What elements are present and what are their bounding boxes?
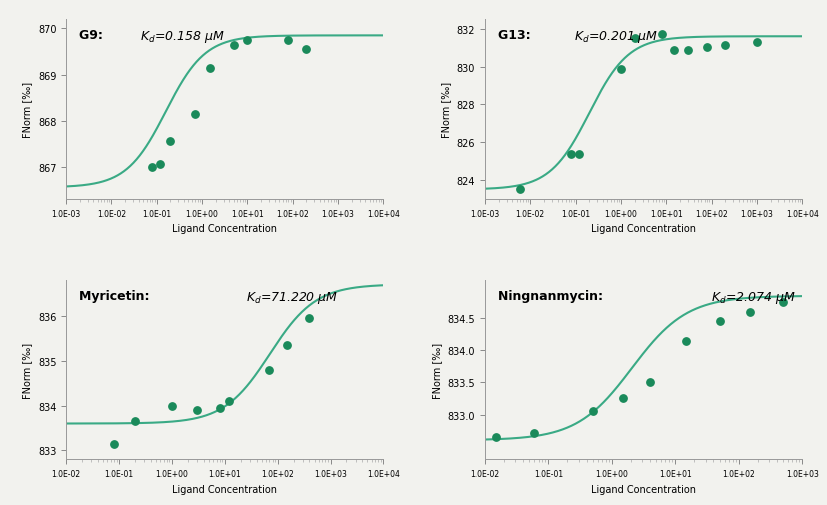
Point [750,39,763,47]
Point [108,440,121,448]
Point [490,433,503,441]
Y-axis label: FNorm [‰]: FNorm [‰] [432,342,442,398]
Point [300,46,313,54]
Y-axis label: FNorm [‰]: FNorm [‰] [22,82,32,138]
Text: G9:: G9: [79,29,108,42]
X-axis label: Ligand Concentration: Ligand Concentration [172,224,277,234]
Point [282,37,295,45]
Point [303,314,316,322]
Point [655,31,668,39]
Point [263,366,276,374]
Point [719,41,732,49]
Point [154,161,167,169]
Point [743,308,757,316]
Point [667,46,681,55]
Text: $K_\mathregular{d}$=0.158 $\mu$M: $K_\mathregular{d}$=0.158 $\mu$M [140,29,224,45]
Point [572,151,586,159]
Point [203,65,217,73]
Point [528,429,541,437]
Point [190,406,203,414]
Text: G13:: G13: [498,29,534,42]
Point [514,186,527,194]
Text: Myricetin:: Myricetin: [79,289,154,302]
Text: Ningnanmycin:: Ningnanmycin: [498,289,607,302]
Point [614,66,628,74]
Point [713,318,726,326]
Point [128,418,141,426]
Point [586,408,600,416]
Point [227,41,241,49]
X-axis label: Ligand Concentration: Ligand Concentration [591,484,696,494]
Y-axis label: FNorm [‰]: FNorm [‰] [441,82,452,138]
Text: $K_\mathregular{d}$=0.201 $\mu$M: $K_\mathregular{d}$=0.201 $\mu$M [574,29,658,45]
Point [241,37,254,45]
Point [680,337,693,345]
Text: $K_\mathregular{d}$=71.220 $\mu$M: $K_\mathregular{d}$=71.220 $\mu$M [246,289,339,305]
X-axis label: Ligand Concentration: Ligand Concentration [172,484,277,494]
Point [681,46,695,55]
Point [643,379,657,387]
Point [565,151,578,159]
Point [777,298,790,307]
Point [222,397,236,406]
Point [280,341,294,349]
Point [616,395,629,403]
Point [628,35,641,43]
Point [700,43,714,52]
Text: $K_\mathregular{d}$=2.074 $\mu$M: $K_\mathregular{d}$=2.074 $\mu$M [711,289,796,305]
Y-axis label: FNorm [‰]: FNorm [‰] [22,342,32,398]
Point [146,163,159,171]
Point [164,138,177,146]
Point [213,404,227,412]
Point [165,401,179,410]
Point [189,111,202,119]
X-axis label: Ligand Concentration: Ligand Concentration [591,224,696,234]
